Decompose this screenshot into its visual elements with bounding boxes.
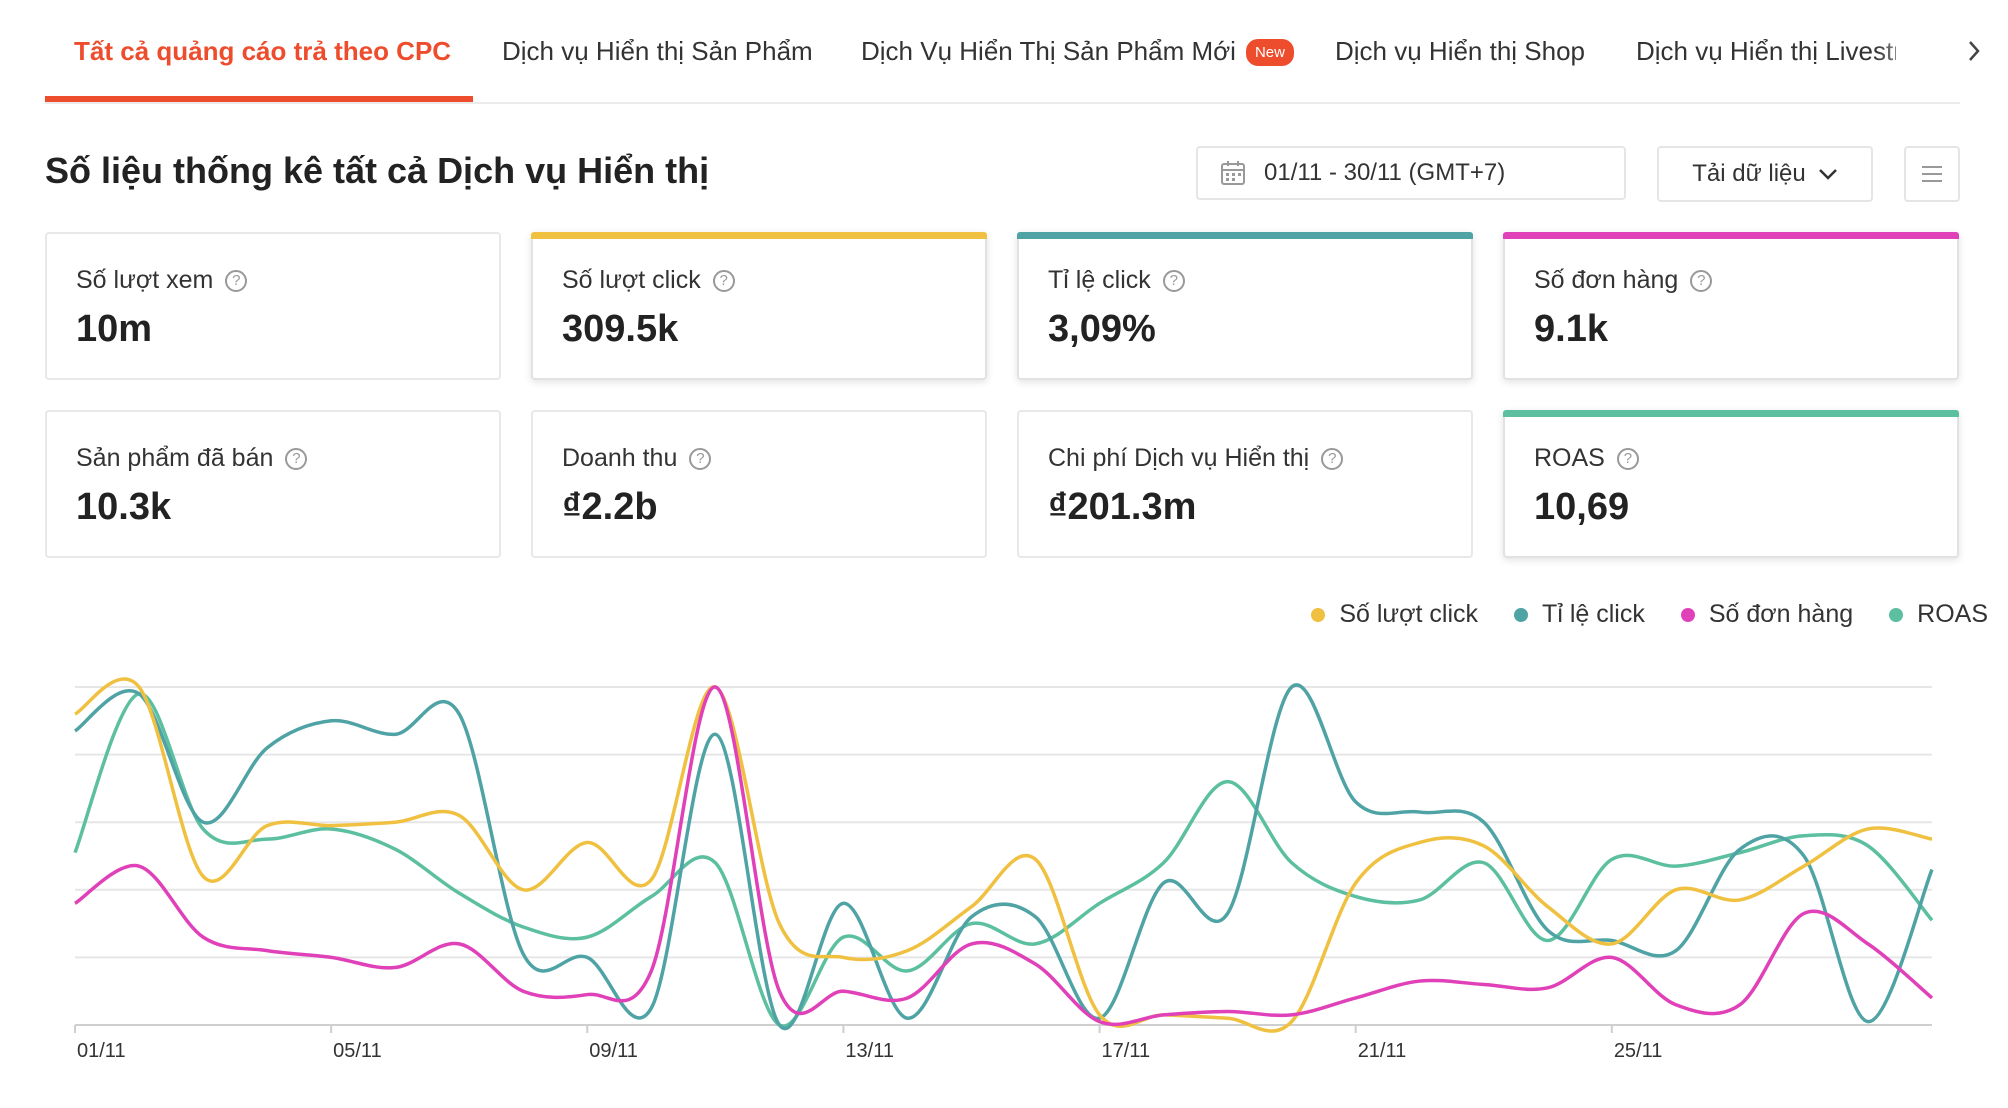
metric-label-ad-cost: Chi phí Dịch vụ Hiển thị [1048,444,1310,472]
calendar-icon [1220,160,1246,186]
x-tick-label: 05/11 [333,1040,382,1062]
metric-card-views[interactable]: Số lượt xem? 10m [45,232,501,380]
metric-label-revenue: Doanh thu [562,444,678,472]
metric-card-label: Doanh thu? [562,444,712,473]
download-data-button[interactable]: Tải dữ liệu [1657,146,1873,202]
active-tab-indicator [45,96,473,102]
download-data-label: Tải dữ liệu [1692,160,1806,187]
series-line [73,692,1934,1028]
help-icon[interactable]: ? [712,269,735,292]
metric-card-color-bar [1017,232,1473,239]
tab-new-product-display[interactable]: Dịch Vụ Hiển Thị Sản Phẩm Mới New [861,36,1294,67]
metric-label-ctr: Tỉ lệ click [1048,266,1151,294]
legend-label: Số đơn hàng [1708,600,1854,628]
metric-card-clicks[interactable]: Số lượt click? 309.5k [531,232,987,380]
chevron-right-icon [1969,41,1980,61]
series-line [73,683,1934,1031]
metric-card-ad-cost[interactable]: Chi phí Dịch vụ Hiển thị? ₫201.3m [1017,410,1473,558]
legend-label: Số lượt click [1339,600,1479,628]
more-menu-button[interactable] [1904,146,1960,202]
metric-value-revenue: ₫2.2b [562,486,658,528]
metric-value-ctr: 3,09% [1048,308,1156,350]
tab-shop-display[interactable]: Dịch vụ Hiển thị Shop [1335,36,1586,66]
chart-legend: Số lượt click Tỉ lệ click Số đơn hàng RO… [1275,600,1988,629]
help-icon[interactable]: ? [1690,269,1713,292]
metric-card-color-bar [1503,232,1959,239]
metric-value-views: 10m [76,308,153,350]
series-line [74,685,1934,1027]
legend-item-ctr[interactable]: Tỉ lệ click [1514,600,1645,629]
tab-livestream-display[interactable]: Dịch vụ Hiển thị Livestream [1636,36,1896,66]
metric-card-color-bar [1503,410,1959,417]
help-icon[interactable]: ? [689,447,712,470]
legend-item-clicks[interactable]: Số lượt click [1311,600,1478,629]
metric-label-clicks: Số lượt click [562,266,701,294]
tab-product-display[interactable]: Dịch vụ Hiển thị Sản Phẩm [502,36,813,66]
x-tick-label: 13/11 [845,1040,894,1062]
x-tick-label: 25/11 [1614,1040,1663,1062]
help-icon[interactable]: ? [1162,269,1185,292]
metric-value-orders: 9.1k [1534,308,1608,350]
metric-value-ad-cost: ₫201.3m [1048,486,1197,528]
metric-card-label: ROAS? [1534,444,1639,473]
metric-card-label: Số lượt click? [562,266,735,295]
x-tick-label: 09/11 [589,1040,638,1062]
metric-card-products-sold[interactable]: Sản phẩm đã bán? 10.3k [45,410,501,558]
ad-type-tabs: Tất cả quảng cáo trả theo CPC Dịch vụ Hi… [45,0,1980,104]
help-icon[interactable]: ? [285,447,308,470]
x-tick-label: 01/11 [77,1040,126,1062]
legend-item-roas[interactable]: ROAS [1889,600,1988,629]
metric-label-products-sold: Sản phẩm đã bán [76,444,274,472]
tabs-next-button[interactable] [1957,34,1991,68]
trend-line-chart: 01/11 05/11 09/11 13/11 17/11 21/11 25/11 [73,677,1934,1062]
metric-value-products-sold: 10.3k [76,486,172,528]
legend-label: Tỉ lệ click [1542,600,1645,628]
menu-icon [1922,166,1942,182]
series-line [74,677,1933,1033]
metric-card-label: Sản phẩm đã bán? [76,444,308,473]
metric-label-views: Số lượt xem [76,266,214,294]
metric-value-roas: 10,69 [1534,486,1630,528]
x-tick-label: 17/11 [1102,1040,1151,1062]
legend-dot [1889,607,1904,622]
metric-card-revenue[interactable]: Doanh thu? ₫2.2b [531,410,987,558]
tab-new-product-display-label: Dịch Vụ Hiển Thị Sản Phẩm Mới [861,36,1236,66]
metric-value-clicks: 309.5k [562,308,679,350]
help-icon[interactable]: ? [1321,447,1344,470]
metric-card-label: Chi phí Dịch vụ Hiển thị? [1048,444,1344,473]
help-icon[interactable]: ? [1616,447,1639,470]
legend-dot [1514,607,1529,622]
metric-card-label: Số lượt xem? [76,266,248,295]
date-range-value: 01/11 - 30/11 (GMT+7) [1264,159,1506,186]
metric-label-orders: Số đơn hàng [1534,266,1679,294]
metric-card-label: Số đơn hàng? [1534,266,1713,295]
x-tick-label: 21/11 [1358,1040,1407,1062]
metric-card-roas[interactable]: ROAS? 10,69 [1503,410,1959,558]
date-range-picker[interactable]: 01/11 - 30/11 (GMT+7) [1196,146,1626,200]
chevron-down-icon [1818,169,1837,180]
legend-item-orders[interactable]: Số đơn hàng [1680,600,1854,629]
metric-card-label: Tỉ lệ click? [1048,266,1185,295]
metric-label-roas: ROAS [1534,444,1605,472]
metric-card-ctr[interactable]: Tỉ lệ click? 3,09% [1017,232,1473,380]
metric-card-orders[interactable]: Số đơn hàng? 9.1k [1503,232,1959,380]
tab-all-cpc-ads[interactable]: Tất cả quảng cáo trả theo CPC [74,36,452,66]
legend-label: ROAS [1917,600,1988,628]
help-icon[interactable]: ? [225,269,248,292]
metric-card-color-bar [531,232,987,239]
legend-dot [1680,607,1695,622]
tab-scroll-fade [1875,20,1955,80]
page-title: Số liệu thống kê tất cả Dịch vụ Hiển thị [45,150,710,191]
legend-dot [1311,607,1326,622]
new-badge: New [1245,39,1294,66]
